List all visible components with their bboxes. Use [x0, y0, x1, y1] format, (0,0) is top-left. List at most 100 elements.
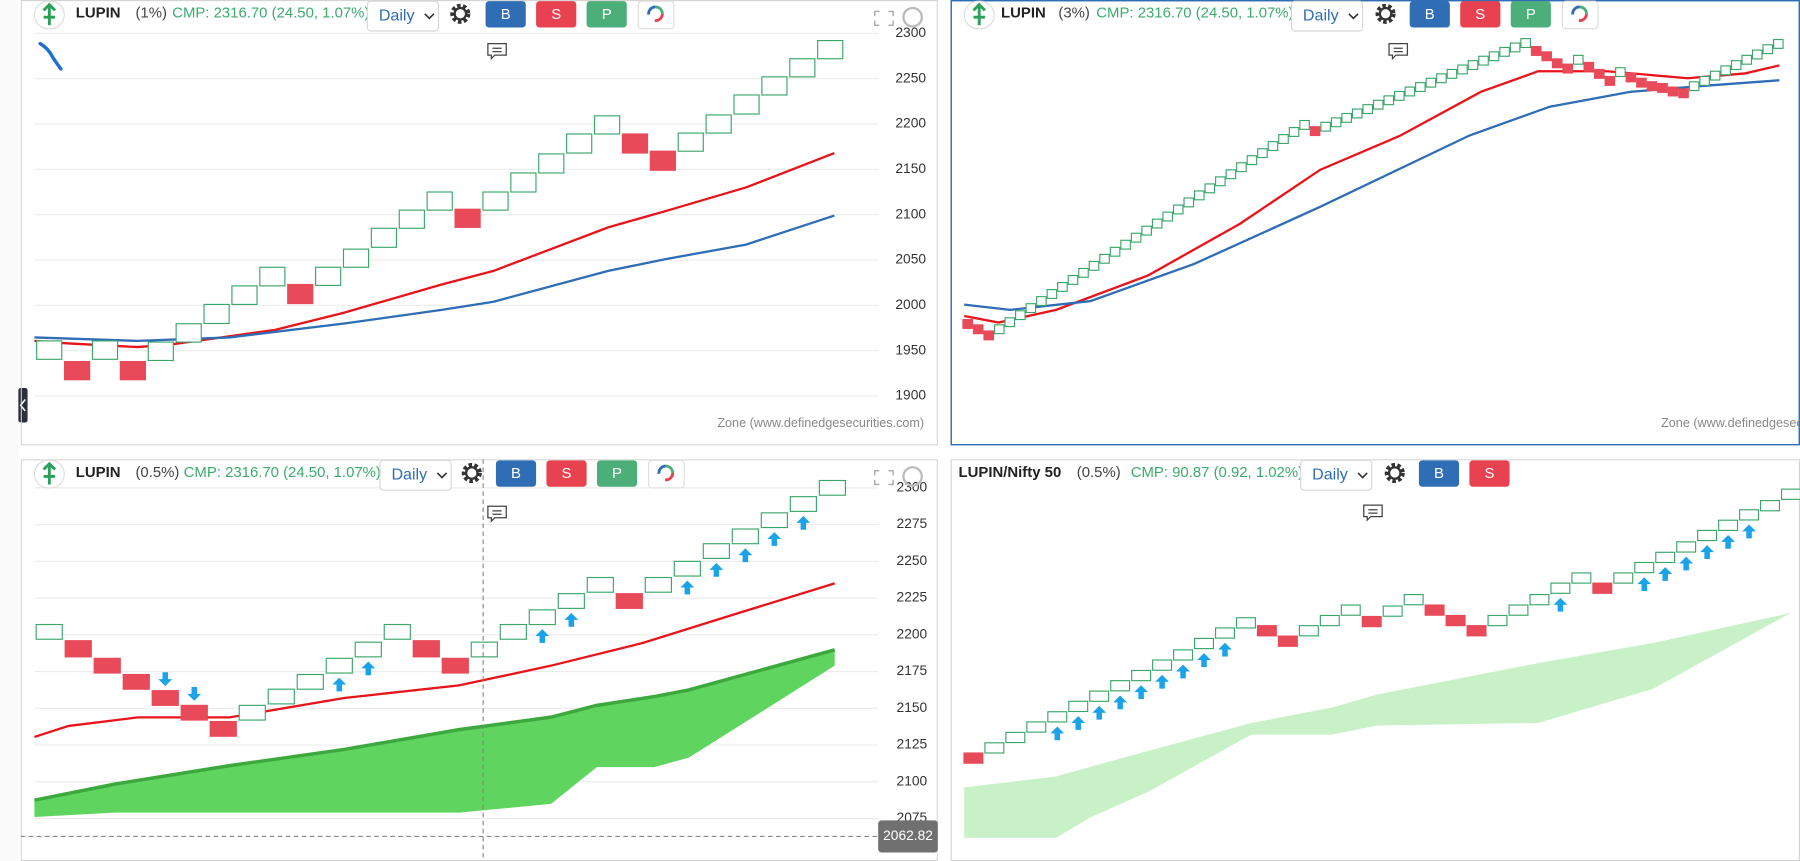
logo-mark — [42, 2, 57, 26]
button[interactable]: P — [586, 1, 627, 28]
signal-arrow — [1553, 597, 1568, 612]
cmp: CMP: 2316.70 (24.50, 1.07%) — [172, 5, 369, 22]
renko-brick — [1760, 500, 1781, 512]
box-size: (0.5%) — [1077, 464, 1121, 481]
renko-brick — [454, 208, 481, 228]
button[interactable]: S — [546, 460, 587, 487]
renko-brick — [1025, 303, 1037, 314]
cmp: CMP: 2316.70 (24.50, 1.07%) — [184, 464, 381, 481]
renko-brick — [789, 58, 816, 78]
renko-brick — [147, 341, 174, 362]
signal-arrow — [1700, 545, 1715, 559]
button[interactable]: P — [596, 460, 638, 487]
renko-brick — [1780, 488, 1800, 500]
button[interactable]: B — [1409, 1, 1450, 28]
close-icon[interactable] — [902, 466, 923, 487]
button-bg — [596, 460, 638, 487]
cloud — [34, 649, 835, 818]
moving-average — [34, 582, 836, 739]
renko-brick — [1678, 88, 1689, 99]
panel: 1900 1950 2000 2050 2100 2150 2200 2250 2300 LUPI… — [20, 0, 938, 446]
expand-icon[interactable] — [874, 10, 894, 26]
renko-brick — [1162, 211, 1174, 222]
close-icon[interactable] — [902, 6, 923, 28]
button[interactable]: B — [495, 460, 537, 487]
timeframe-select[interactable]: Daily — [366, 0, 440, 32]
footer: Zone (www.definedgesecurities.com) — [717, 416, 924, 430]
signal-arrow — [1092, 705, 1107, 720]
indicator-ring — [1571, 5, 1588, 23]
comment-icon[interactable] — [487, 42, 507, 61]
footer: Zone (www.definedgesecurities.com) — [1661, 416, 1800, 430]
settings[interactable] — [1375, 3, 1396, 24]
renko-brick — [1130, 232, 1142, 243]
renko-brick — [1394, 90, 1405, 101]
settings[interactable] — [450, 3, 471, 24]
renko-brick — [1361, 615, 1382, 628]
indicator-button[interactable] — [648, 459, 685, 489]
renko-brick — [1383, 95, 1395, 106]
gear — [1384, 462, 1405, 484]
button[interactable]: B — [1418, 460, 1460, 487]
comment-icon[interactable] — [1363, 504, 1383, 522]
signal-arrow — [1071, 716, 1086, 730]
gear — [450, 3, 471, 24]
renko-brick — [342, 248, 370, 268]
settings[interactable] — [1384, 462, 1405, 484]
renko-brick — [1194, 637, 1215, 650]
renko-brick — [1467, 60, 1479, 71]
button-label: B — [501, 6, 511, 23]
signal-arrow — [564, 612, 579, 627]
renko-brick — [1362, 104, 1374, 115]
renko-brick — [1625, 72, 1637, 83]
renko-brick — [1466, 625, 1487, 637]
renko-brick — [1173, 649, 1194, 661]
indicator-ring — [657, 464, 675, 482]
renko-brick — [1109, 246, 1121, 257]
button[interactable]: S — [1460, 1, 1501, 28]
timeframe: Daily — [391, 466, 427, 484]
renko-brick — [1613, 572, 1634, 584]
renko-brick — [818, 479, 846, 496]
timeframe: Daily — [379, 6, 415, 24]
indicator-button[interactable] — [637, 0, 675, 30]
renko-brick — [983, 330, 995, 341]
cmp: CMP: 2316.70 (24.50, 1.07%) — [1096, 5, 1293, 22]
timeframe-select[interactable]: Daily — [1290, 0, 1364, 32]
button[interactable]: P — [1510, 1, 1551, 28]
gear-hub — [1378, 6, 1393, 21]
renko-brick — [325, 657, 353, 674]
expand-icon[interactable] — [874, 469, 894, 486]
renko-brick — [151, 690, 179, 706]
renko-brick — [470, 641, 498, 658]
renko-brick — [93, 657, 121, 674]
renko-brick — [1309, 126, 1321, 137]
renko-brick — [1508, 604, 1529, 616]
timeframe-select[interactable]: Daily — [379, 459, 452, 491]
renko-brick — [63, 360, 91, 381]
timeframe-select[interactable]: Daily — [1300, 459, 1373, 491]
renko-brick — [673, 560, 701, 577]
button[interactable]: S — [536, 1, 577, 28]
left-toolbar — [0, 0, 19, 861]
renko-brick — [1499, 46, 1510, 57]
comment-icon[interactable] — [487, 505, 507, 523]
button[interactable]: S — [1469, 460, 1510, 487]
button[interactable]: B — [485, 1, 526, 28]
settings[interactable] — [461, 462, 482, 484]
comment-icon[interactable] — [1388, 42, 1409, 61]
renko-brick — [1120, 239, 1131, 250]
renko-brick — [1636, 77, 1647, 88]
renko-brick — [972, 324, 984, 335]
renko-brick — [259, 266, 286, 287]
renko-brick — [1718, 519, 1739, 531]
button-bg — [1510, 1, 1551, 28]
indicator-button[interactable] — [1561, 0, 1599, 30]
box-size: (1%) — [135, 5, 167, 22]
renko-brick — [1172, 204, 1184, 215]
y-tick-label: 2125 — [897, 737, 928, 752]
renko-brick — [315, 266, 342, 286]
y-tick-label: 2100 — [897, 773, 928, 788]
renko-brick — [1720, 65, 1731, 76]
renko-brick — [1026, 721, 1047, 733]
